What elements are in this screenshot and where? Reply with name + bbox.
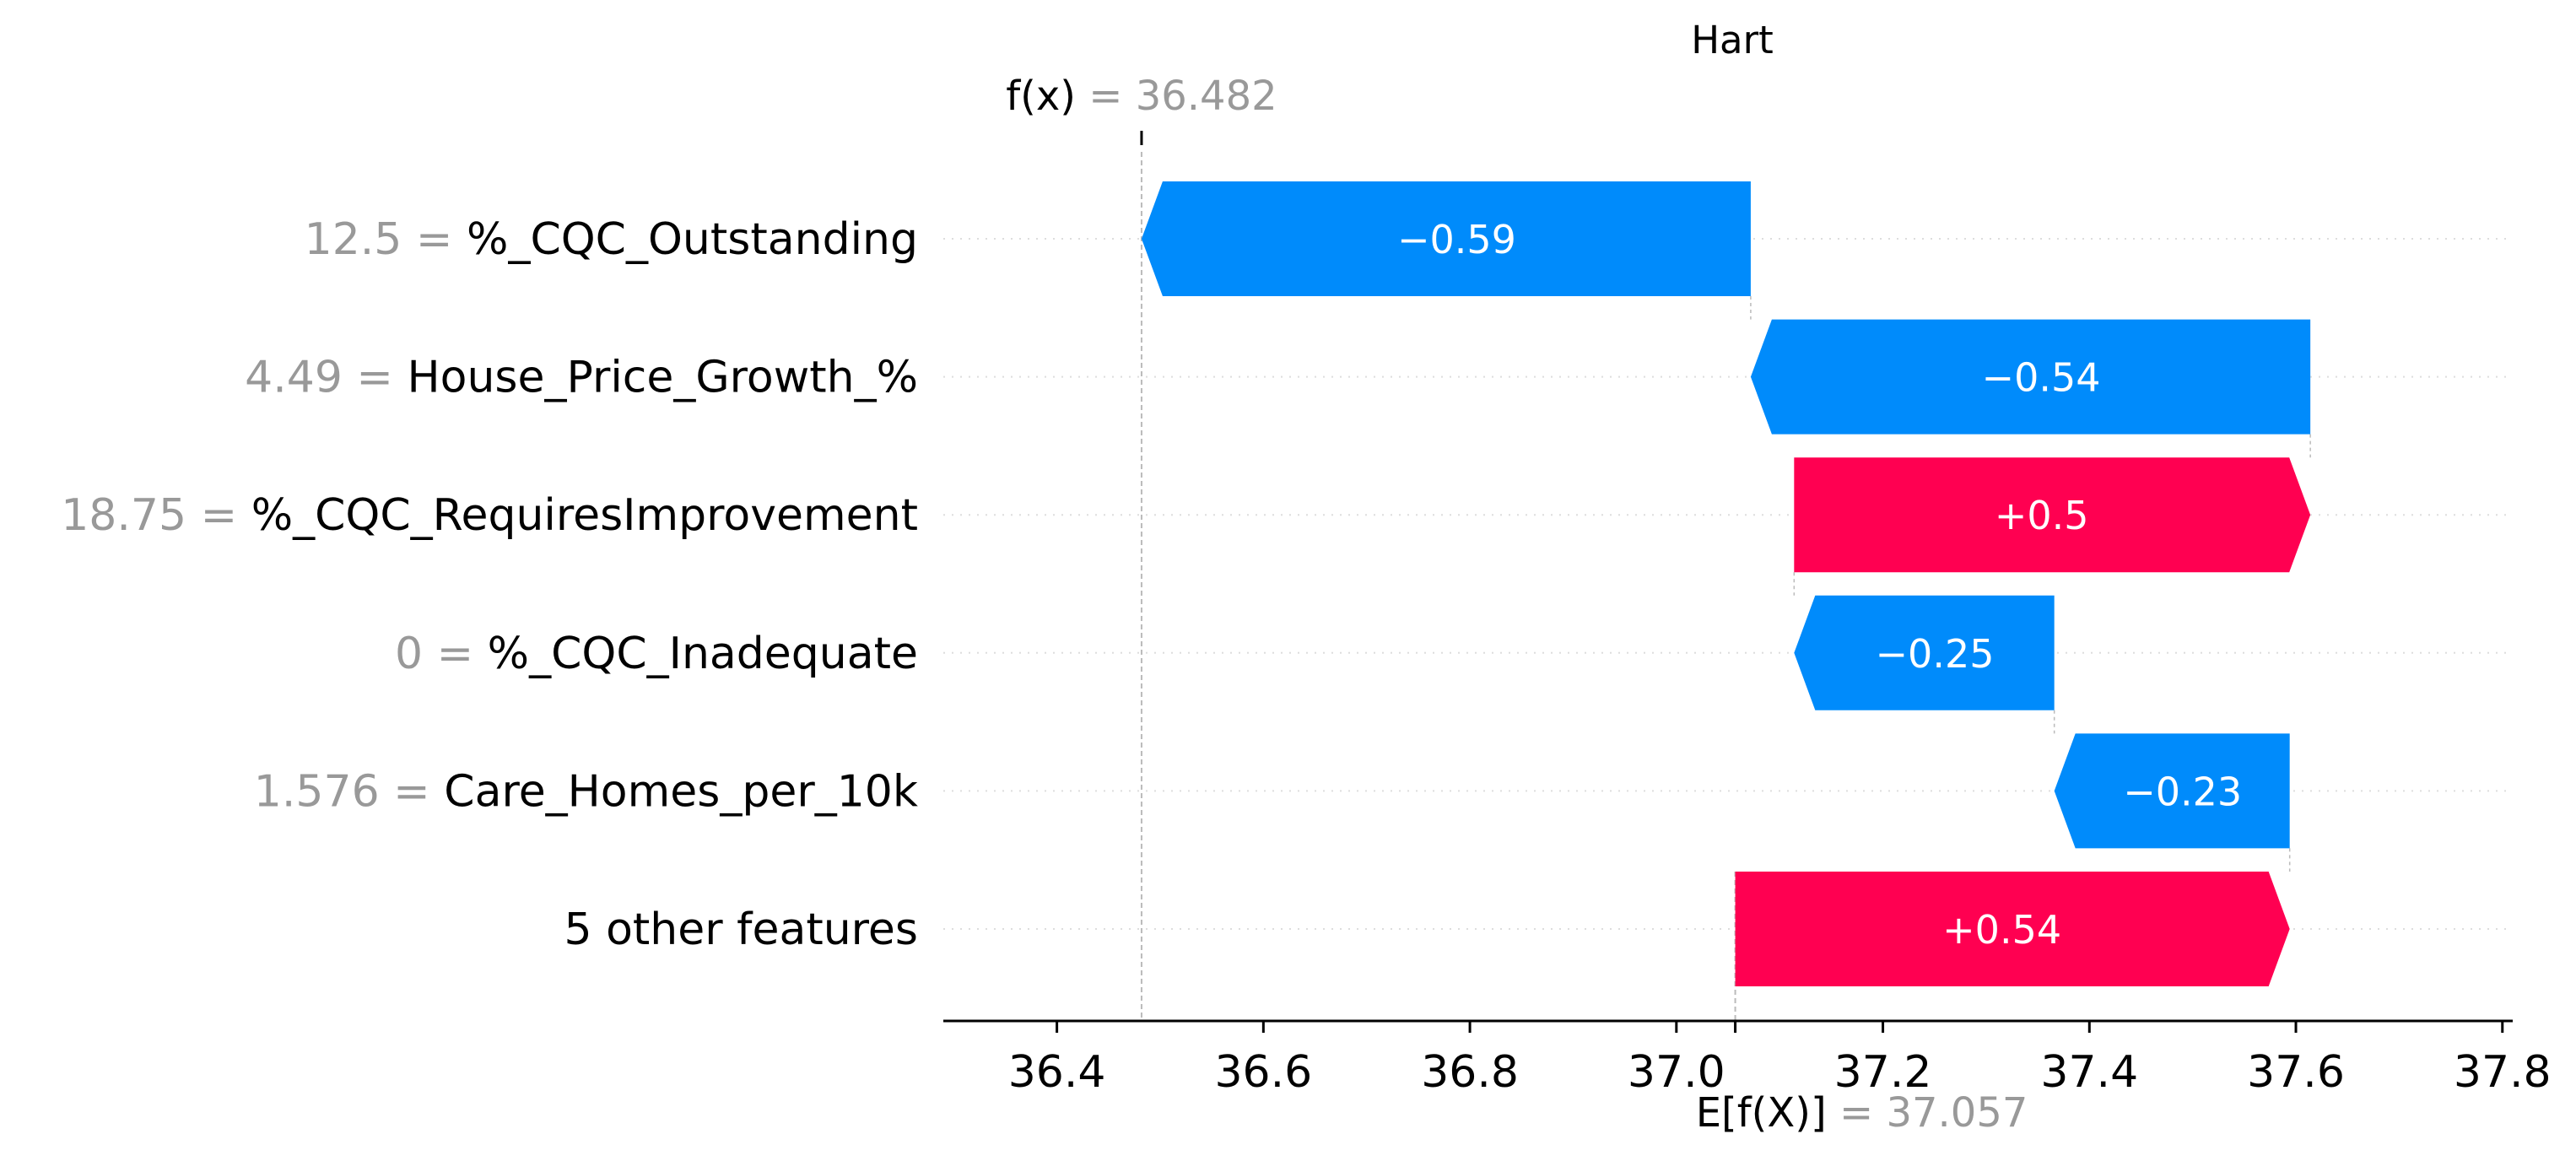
- feature-name: %_CQC_Outstanding: [467, 214, 918, 265]
- x-tick-label: 36.8: [1421, 1047, 1519, 1098]
- x-axis: 36.4 36.6 36.8 37.0 37.2 37.4 37.6 37.8: [943, 1019, 2552, 1098]
- feature-value: 18.75 =: [61, 490, 251, 541]
- bar-positive: [1794, 457, 2311, 573]
- feature-name: House_Price_Growth_%: [408, 353, 918, 403]
- feature-name: %_CQC_Inadequate: [488, 629, 918, 679]
- feature-label: 12.5 = %_CQC_Outstanding: [305, 214, 918, 265]
- bar-value-label: −0.59: [1397, 217, 1516, 262]
- x-tick-label: 37.8: [2454, 1047, 2552, 1098]
- bar-negative: [1141, 181, 1751, 296]
- x-tick-label: 37.2: [1834, 1047, 1932, 1098]
- feature-value: 12.5 =: [305, 214, 467, 265]
- fx-annotation: f(x) = 36.482: [1006, 73, 1277, 120]
- feature-value: 1.576 =: [254, 766, 445, 817]
- x-tick-label: 36.4: [1008, 1047, 1106, 1098]
- bars-group: −0.59 −0.54 +0.5 −0.25 −0.23 +0.54: [1141, 181, 2311, 986]
- bar-value-label: −0.54: [1982, 355, 2101, 401]
- bar-negative: [1750, 319, 2311, 435]
- x-tick-label: 37.6: [2247, 1047, 2345, 1098]
- feature-label: 1.576 = Care_Homes_per_10k: [254, 766, 918, 817]
- bar-negative: [1794, 595, 2055, 710]
- base-symbol: E[f(X)]: [1696, 1089, 1827, 1137]
- x-tick-label: 37.4: [2040, 1047, 2138, 1098]
- bar-negative: [2054, 733, 2290, 849]
- feature-name: 5 other features: [564, 904, 918, 955]
- base-label: E[f(X)] = 37.057: [1696, 1089, 2028, 1137]
- x-tick-label: 37.0: [1628, 1047, 1725, 1098]
- bar-value-label: −0.25: [1876, 631, 1995, 677]
- feature-label: 0 = %_CQC_Inadequate: [395, 629, 918, 679]
- feature-label: 4.49 = House_Price_Growth_%: [245, 353, 918, 403]
- feature-value: 4.49 =: [245, 353, 407, 403]
- base-value: = 37.057: [1827, 1089, 2028, 1137]
- feature-label: 18.75 = %_CQC_RequiresImprovement: [61, 490, 918, 541]
- feature-label: 5 other features: [564, 904, 918, 955]
- x-tick-label: 36.6: [1214, 1047, 1312, 1098]
- fx-label: f(x) = 36.482: [1006, 73, 1277, 120]
- bar-value-label: +0.5: [1995, 493, 2089, 538]
- feature-name: Care_Homes_per_10k: [444, 766, 918, 817]
- fx-value: = 36.482: [1076, 73, 1277, 120]
- feature-labels: 12.5 = %_CQC_Outstanding 4.49 = House_Pri…: [61, 214, 918, 955]
- feature-value: 0 =: [395, 629, 488, 679]
- bar-positive: [1735, 872, 2290, 986]
- expected-value-annotation: E[f(X)] = 37.057: [1696, 1089, 2028, 1137]
- chart-title: Hart: [1691, 18, 1774, 62]
- bar-value-label: +0.54: [1942, 907, 2061, 953]
- bar-value-label: −0.23: [2123, 769, 2242, 814]
- feature-name: %_CQC_RequiresImprovement: [251, 490, 918, 541]
- fx-symbol: f(x): [1006, 73, 1076, 120]
